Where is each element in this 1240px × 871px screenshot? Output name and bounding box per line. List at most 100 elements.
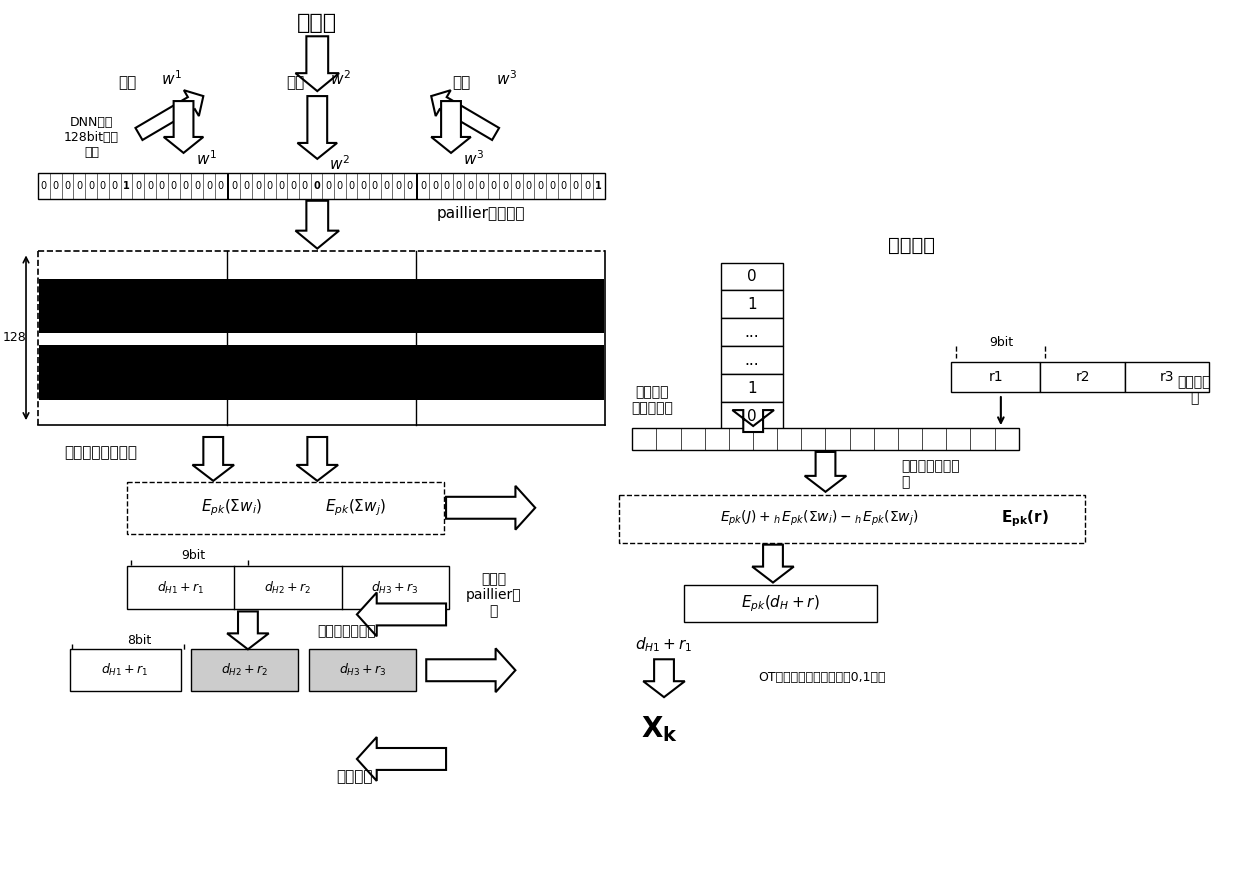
Text: 服务器上
预处理数据: 服务器上 预处理数据 — [631, 385, 673, 415]
Text: 0: 0 — [549, 181, 556, 191]
Polygon shape — [733, 410, 774, 432]
Text: 0: 0 — [135, 181, 141, 191]
Text: 去掉溢出位拆分: 去掉溢出位拆分 — [317, 625, 376, 638]
Text: DNN提取
128bit特征
数据: DNN提取 128bit特征 数据 — [64, 116, 119, 159]
Text: 0: 0 — [301, 181, 308, 191]
Text: 0: 0 — [444, 181, 450, 191]
Polygon shape — [357, 592, 446, 637]
Text: $E_{pk}(\Sigma w_i)$: $E_{pk}(\Sigma w_i)$ — [201, 497, 262, 518]
Polygon shape — [164, 101, 203, 153]
Bar — [951, 362, 1040, 392]
Text: 0: 0 — [64, 181, 71, 191]
Text: 0: 0 — [502, 181, 508, 191]
Text: $w^2$: $w^2$ — [329, 154, 350, 173]
Text: ...: ... — [745, 353, 759, 368]
Text: 并行计算加密数据: 并行计算加密数据 — [64, 445, 138, 461]
Text: 图像: 图像 — [118, 76, 136, 91]
Text: 客户端: 客户端 — [298, 13, 337, 33]
Text: $d_{H3}+r_3$: $d_{H3}+r_3$ — [372, 579, 419, 596]
Polygon shape — [432, 91, 498, 140]
Text: 0: 0 — [432, 181, 438, 191]
Text: $d_{H2}+r_2$: $d_{H2}+r_2$ — [264, 579, 311, 596]
Text: 128: 128 — [2, 331, 26, 344]
Bar — [38, 279, 604, 334]
Text: 0: 0 — [325, 181, 331, 191]
Bar — [126, 565, 449, 610]
Bar — [38, 345, 604, 400]
Bar — [722, 262, 782, 290]
Polygon shape — [644, 659, 684, 697]
Text: 0: 0 — [148, 181, 153, 191]
Text: $d_{H2}+r_2$: $d_{H2}+r_2$ — [221, 662, 269, 679]
Text: 0: 0 — [52, 181, 58, 191]
Text: 0: 0 — [171, 181, 177, 191]
Text: 0: 0 — [206, 181, 212, 191]
Text: 1: 1 — [595, 181, 603, 191]
Bar — [126, 482, 444, 534]
Polygon shape — [295, 37, 339, 91]
Polygon shape — [432, 101, 471, 153]
Text: 0: 0 — [195, 181, 201, 191]
Text: 0: 0 — [407, 181, 413, 191]
Text: 0: 0 — [491, 181, 497, 191]
Text: 0: 0 — [312, 181, 320, 191]
Text: 9bit: 9bit — [181, 549, 206, 562]
Text: 8bit: 8bit — [126, 634, 151, 647]
Text: $\mathbf{E_{pk}(r)}$: $\mathbf{E_{pk}(r)}$ — [1001, 509, 1049, 529]
Polygon shape — [295, 200, 339, 248]
Bar — [227, 172, 228, 199]
Text: 0: 0 — [560, 181, 567, 191]
Text: 0: 0 — [748, 269, 756, 284]
Polygon shape — [296, 437, 339, 481]
Text: 0: 0 — [455, 181, 461, 191]
Text: 0: 0 — [182, 181, 188, 191]
Text: 0: 0 — [112, 181, 118, 191]
Bar — [309, 649, 417, 692]
Text: $w^2$: $w^2$ — [330, 70, 351, 89]
Text: 1: 1 — [748, 297, 756, 312]
Text: 0: 0 — [479, 181, 485, 191]
Polygon shape — [357, 737, 446, 781]
Bar — [722, 347, 782, 375]
Text: 0: 0 — [243, 181, 249, 191]
Text: $w^1$: $w^1$ — [196, 150, 217, 168]
Text: 0: 0 — [290, 181, 296, 191]
Text: $w^1$: $w^1$ — [161, 70, 182, 89]
Polygon shape — [427, 648, 516, 692]
Text: $d_{H3}+r_3$: $d_{H3}+r_3$ — [339, 662, 387, 679]
Text: 服务器端: 服务器端 — [888, 236, 935, 255]
Text: ...: ... — [745, 325, 759, 340]
Text: 0: 0 — [159, 181, 165, 191]
Polygon shape — [135, 91, 203, 140]
Text: 0: 0 — [218, 181, 224, 191]
Bar — [722, 319, 782, 347]
Text: 1: 1 — [748, 381, 756, 395]
Polygon shape — [192, 437, 234, 481]
Text: 0: 0 — [76, 181, 82, 191]
Text: $E_{pk}(\Sigma w_j)$: $E_{pk}(\Sigma w_j)$ — [325, 497, 386, 518]
Text: 0: 0 — [467, 181, 474, 191]
Text: $\mathbf{X_k}$: $\mathbf{X_k}$ — [641, 714, 677, 744]
Text: 9bit: 9bit — [988, 336, 1013, 348]
Bar — [632, 428, 1019, 450]
Text: 0: 0 — [99, 181, 105, 191]
Bar — [1125, 362, 1209, 392]
Text: 0: 0 — [360, 181, 366, 191]
Text: 0: 0 — [41, 181, 47, 191]
Text: 0: 0 — [513, 181, 520, 191]
Bar — [1040, 362, 1125, 392]
Text: 图像: 图像 — [451, 76, 470, 91]
Bar — [722, 290, 782, 319]
Text: r2: r2 — [1075, 370, 1090, 384]
Polygon shape — [753, 544, 794, 583]
Bar — [620, 495, 1085, 543]
Text: 0: 0 — [748, 408, 756, 423]
Polygon shape — [227, 611, 269, 649]
Bar — [722, 375, 782, 402]
Bar — [415, 172, 418, 199]
Text: 0: 0 — [383, 181, 389, 191]
Bar — [683, 584, 877, 623]
Text: 0: 0 — [396, 181, 402, 191]
Text: 图像: 图像 — [286, 76, 305, 91]
Text: 0: 0 — [420, 181, 427, 191]
